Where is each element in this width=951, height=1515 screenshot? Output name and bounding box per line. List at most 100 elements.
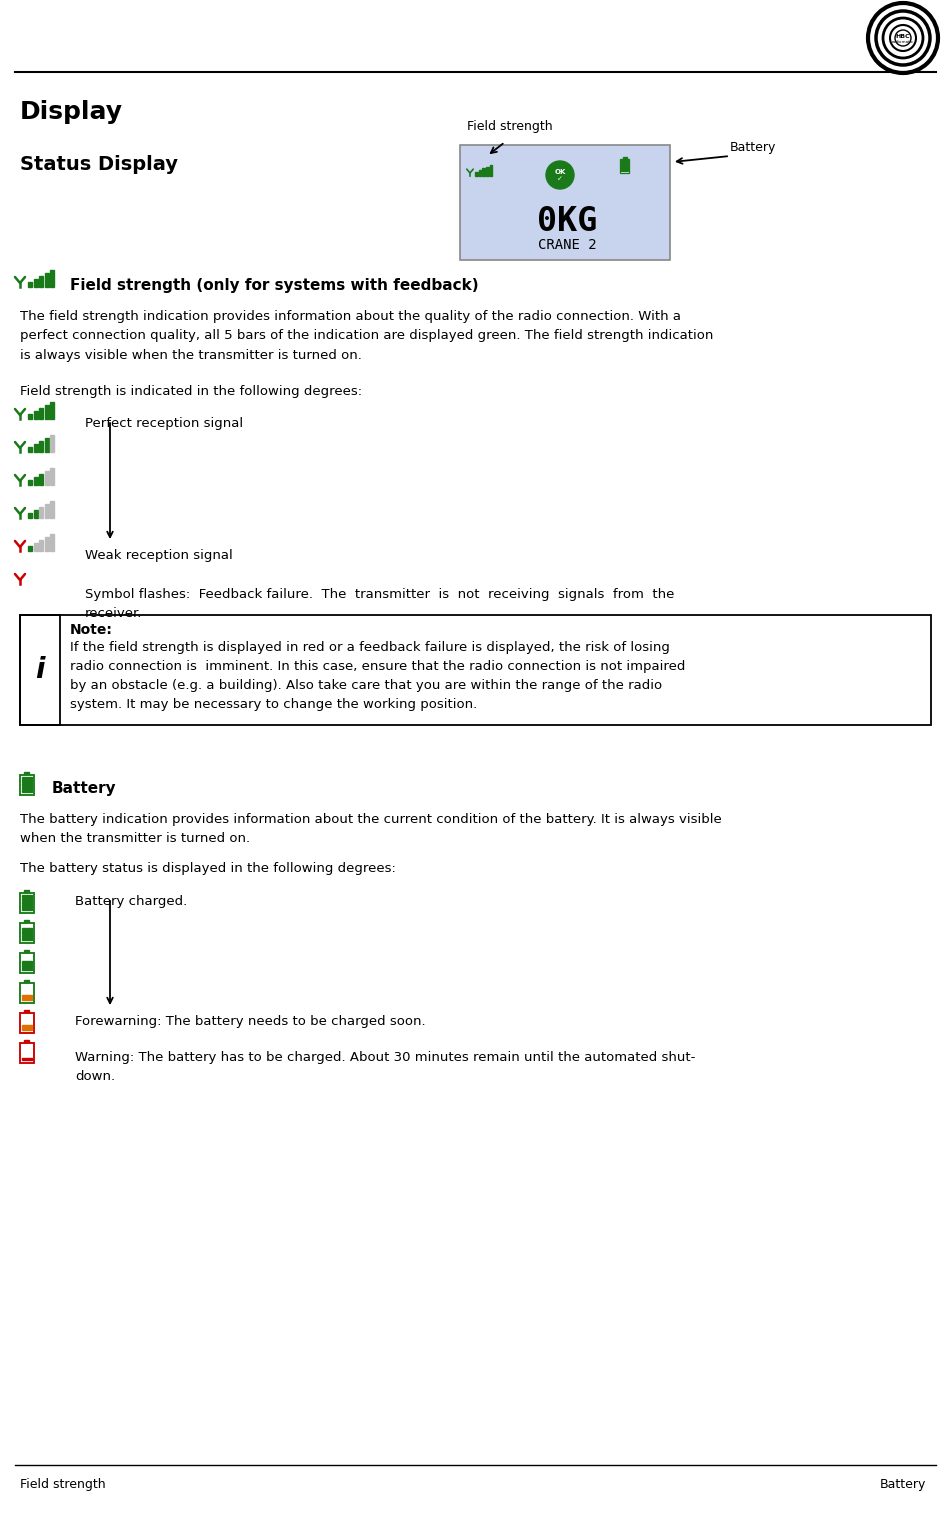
Text: Battery: Battery <box>52 782 117 795</box>
Bar <box>22 1027 31 1030</box>
Text: 0KG: 0KG <box>536 205 597 238</box>
Bar <box>22 907 31 911</box>
Bar <box>24 980 29 983</box>
Bar <box>20 953 33 973</box>
Bar <box>22 994 31 997</box>
Bar <box>24 920 29 923</box>
Bar <box>39 408 43 420</box>
Text: Display: Display <box>20 100 123 124</box>
Bar <box>24 773 29 776</box>
Text: If the field strength is displayed in red or a feedback failure is displayed, th: If the field strength is displayed in re… <box>70 641 686 711</box>
Bar <box>33 279 37 286</box>
Bar <box>28 545 32 551</box>
Text: Field strength: Field strength <box>20 1479 106 1491</box>
Bar <box>50 501 54 518</box>
Bar <box>20 1042 33 1064</box>
Text: radiomatic: radiomatic <box>892 39 914 44</box>
Bar <box>45 273 49 286</box>
Bar <box>24 950 29 953</box>
Text: Symbol flashes:  Feedback failure.  The  transmitter  is  not  receiving  signal: Symbol flashes: Feedback failure. The tr… <box>85 588 674 620</box>
Bar <box>621 167 628 168</box>
Bar <box>39 508 43 518</box>
Text: Note:: Note: <box>70 623 113 636</box>
Bar <box>45 405 49 420</box>
Text: Warning: The battery has to be charged. About 30 minutes remain until the automa: Warning: The battery has to be charged. … <box>75 1051 695 1083</box>
Bar <box>478 170 481 176</box>
Text: Forewarning: The battery needs to be charged soon.: Forewarning: The battery needs to be cha… <box>75 1015 426 1027</box>
Bar <box>28 414 32 420</box>
Bar <box>33 444 37 451</box>
Bar <box>33 542 37 551</box>
Bar <box>20 923 33 942</box>
Bar <box>50 533 54 551</box>
Bar <box>39 474 43 485</box>
Bar <box>22 777 31 779</box>
Bar <box>22 965 31 967</box>
Bar <box>460 145 670 261</box>
Bar <box>20 1014 33 1033</box>
Bar <box>50 435 54 451</box>
Bar <box>22 786 31 789</box>
Circle shape <box>546 161 574 189</box>
Bar <box>22 783 31 786</box>
Bar <box>33 411 37 420</box>
Text: Perfect reception signal: Perfect reception signal <box>85 417 243 429</box>
Bar <box>22 1057 31 1060</box>
Bar <box>24 1041 29 1042</box>
Bar <box>22 895 31 897</box>
Bar <box>45 438 49 451</box>
Bar <box>33 511 37 518</box>
Text: Battery: Battery <box>730 141 776 153</box>
Text: Weak reception signal: Weak reception signal <box>85 548 233 562</box>
Bar <box>623 158 627 159</box>
Text: The field strength indication provides information about the quality of the radi: The field strength indication provides i… <box>20 311 713 362</box>
Bar <box>24 1011 29 1014</box>
Bar <box>22 962 31 964</box>
Circle shape <box>895 30 911 45</box>
Bar <box>22 1024 31 1027</box>
Bar <box>20 776 33 795</box>
Bar <box>28 282 32 286</box>
Text: Battery: Battery <box>880 1479 926 1491</box>
Bar <box>28 514 32 518</box>
Bar <box>45 536 49 551</box>
Bar <box>621 161 628 162</box>
Bar <box>22 901 31 903</box>
Text: The battery indication provides information about the current condition of the b: The battery indication provides informat… <box>20 814 722 845</box>
Bar <box>45 471 49 485</box>
Bar <box>22 935 31 936</box>
Bar <box>22 898 31 900</box>
Bar <box>22 789 31 792</box>
Bar <box>33 477 37 485</box>
Bar <box>621 170 628 171</box>
Bar <box>22 998 31 1000</box>
Bar <box>39 539 43 551</box>
Bar <box>22 929 31 930</box>
Text: Field strength is indicated in the following degrees:: Field strength is indicated in the follo… <box>20 385 362 398</box>
Bar <box>20 983 33 1003</box>
Bar <box>621 162 628 164</box>
Bar <box>22 968 31 970</box>
Bar <box>476 173 477 176</box>
Bar <box>621 165 628 167</box>
Bar <box>28 480 32 485</box>
Bar <box>50 468 54 485</box>
Bar <box>24 891 29 892</box>
Text: Field strength (only for systems with feedback): Field strength (only for systems with fe… <box>70 277 478 292</box>
Bar <box>45 504 49 518</box>
Bar <box>486 167 489 176</box>
Text: Status Display: Status Display <box>20 155 178 174</box>
Bar <box>20 615 931 726</box>
Bar <box>28 447 32 451</box>
Bar <box>460 145 670 261</box>
Text: i: i <box>35 656 45 683</box>
Bar <box>22 932 31 933</box>
Bar <box>50 270 54 286</box>
Text: Battery charged.: Battery charged. <box>75 894 187 907</box>
Bar <box>22 780 31 782</box>
Bar <box>22 904 31 907</box>
Bar <box>39 441 43 451</box>
Bar <box>620 159 630 173</box>
Text: OK
✓: OK ✓ <box>554 170 566 182</box>
Bar <box>20 892 33 914</box>
